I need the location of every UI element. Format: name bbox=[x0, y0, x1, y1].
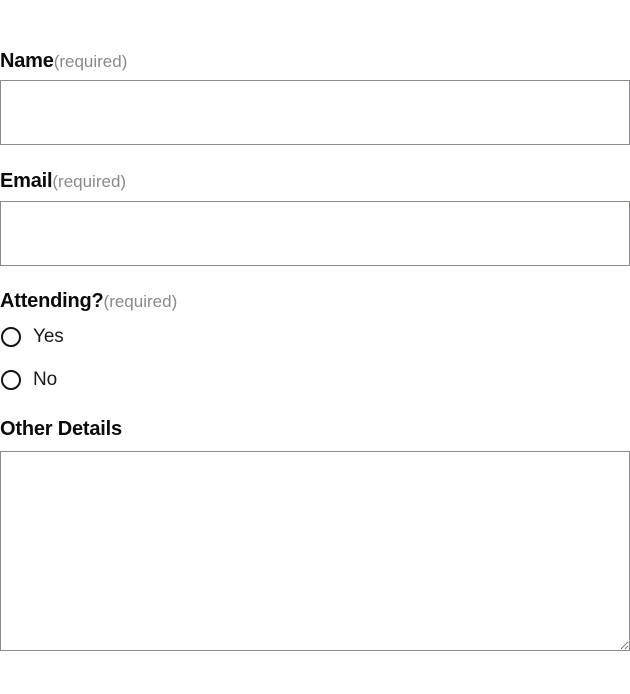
radio-label-no: No bbox=[33, 369, 58, 390]
label-attending: Attending?(required) bbox=[0, 288, 630, 315]
field-group-other-details: Other Details bbox=[0, 416, 630, 443]
input-wrapper-other-details bbox=[0, 451, 630, 651]
label-attending-required-note: (required) bbox=[103, 292, 178, 311]
field-group-email: Email(required) bbox=[0, 168, 630, 195]
field-group-attending: Attending?(required) bbox=[0, 288, 630, 315]
label-other-details: Other Details bbox=[0, 416, 630, 443]
email-input[interactable] bbox=[0, 201, 630, 266]
radio-option-no[interactable]: No bbox=[0, 369, 57, 391]
label-email: Email(required) bbox=[0, 168, 630, 195]
input-wrapper-name bbox=[0, 80, 630, 145]
radio-circle-icon-yes[interactable] bbox=[1, 327, 21, 347]
radio-circle-icon-no[interactable] bbox=[1, 370, 21, 390]
label-other-details-text: Other Details bbox=[0, 418, 122, 440]
label-name-text: Name bbox=[0, 50, 54, 72]
field-group-name: Name(required) bbox=[0, 48, 630, 75]
label-name-required-note: (required) bbox=[53, 52, 128, 71]
label-email-required-note: (required) bbox=[52, 172, 127, 191]
label-name: Name(required) bbox=[0, 48, 630, 75]
other-details-textarea[interactable] bbox=[0, 451, 630, 651]
input-wrapper-email bbox=[0, 201, 630, 266]
radio-option-yes[interactable]: Yes bbox=[0, 326, 64, 348]
radio-label-yes: Yes bbox=[33, 326, 64, 347]
name-input[interactable] bbox=[0, 80, 630, 145]
label-email-text: Email bbox=[0, 170, 53, 192]
label-attending-text: Attending? bbox=[0, 290, 104, 312]
